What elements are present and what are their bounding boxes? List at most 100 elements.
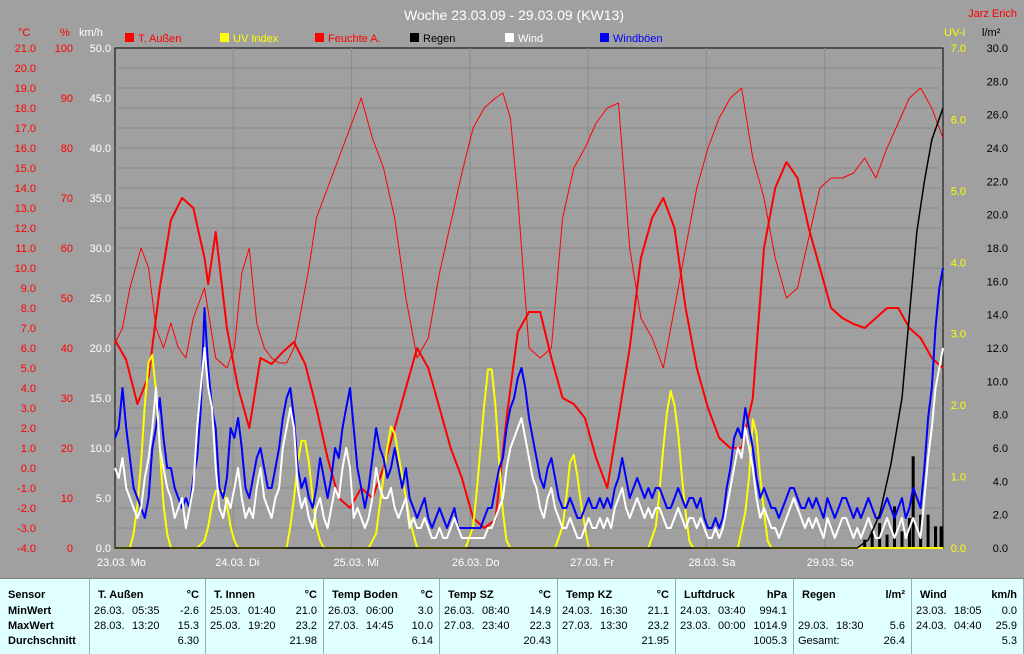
stats-cell: Wind bbox=[920, 589, 947, 601]
axis-tick-humidity: 30 bbox=[61, 393, 73, 405]
axis-tick-rain: 28.0 bbox=[987, 76, 1008, 88]
stats-cell: 21.1 bbox=[647, 605, 669, 617]
legend-swatch bbox=[410, 33, 419, 42]
axis-tick-temp: 6.0 bbox=[21, 343, 36, 355]
axis-tick-humidity: 80 bbox=[61, 143, 73, 155]
legend-label: UV Index bbox=[233, 33, 279, 45]
stats-cell: 04:40 bbox=[954, 620, 982, 632]
rain-bar bbox=[911, 456, 915, 548]
series-line-uv-index bbox=[115, 354, 943, 549]
legend-swatch bbox=[505, 33, 514, 42]
axis-tick-temp: -4.0 bbox=[17, 543, 36, 555]
axis-tick-temp: 9.0 bbox=[21, 283, 36, 295]
stats-cell: 27.03. bbox=[562, 620, 593, 632]
axis-tick-temp: -3.0 bbox=[17, 523, 36, 535]
axis-tick-uv: 3.0 bbox=[951, 329, 966, 341]
axis-tick-uv: 5.0 bbox=[951, 186, 966, 198]
stats-cell: 18:30 bbox=[836, 620, 864, 632]
stats-panel: Luftdruck hPa 24.03. 03:40 994.1 23.03. 00:00 1… bbox=[676, 579, 794, 654]
axis-tick-rain: 10.0 bbox=[987, 376, 1008, 388]
axes: -4.0 -3.0 -2.0 -1.0 0.0 1.0 2.0 3.0 4.0 5.0 6.0 7.0… bbox=[15, 27, 1008, 569]
stats-panel: T. Außen °C 26.03. 05:35 -2.6 28.03. 13:20 15.3… bbox=[90, 579, 206, 654]
x-tick-label: 27.03. Fr bbox=[570, 557, 614, 569]
axis-tick-rain: 12.0 bbox=[987, 343, 1008, 355]
legend-label: Wind bbox=[518, 33, 543, 45]
axis-tick-rain: 30.0 bbox=[987, 43, 1008, 55]
stats-cell: 25.03. bbox=[210, 620, 241, 632]
stats-cell: km/h bbox=[991, 589, 1017, 601]
legend-label: Regen bbox=[423, 33, 455, 45]
axis-unit-rain: l/m² bbox=[982, 27, 1001, 39]
x-tick-label: 23.03. Mo bbox=[97, 557, 146, 569]
axis-tick-uv: 6.0 bbox=[951, 114, 966, 126]
axis-tick-rain: 26.0 bbox=[987, 110, 1008, 122]
x-tick-label: 25.03. Mi bbox=[334, 557, 379, 569]
axis-tick-humidity: 0 bbox=[67, 543, 73, 555]
axis-tick-rain: 4.0 bbox=[993, 476, 1008, 488]
stats-cell: l/m² bbox=[885, 589, 905, 601]
axis-tick-temp: 16.0 bbox=[15, 143, 36, 155]
axis-tick-temp: 8.0 bbox=[21, 303, 36, 315]
x-tick-label: 26.03. Do bbox=[452, 557, 500, 569]
stats-cell: 06:00 bbox=[366, 605, 394, 617]
axis-tick-temp: 19.0 bbox=[15, 83, 36, 95]
stats-cell: -2.6 bbox=[180, 605, 199, 617]
axis-tick-wind: 0.0 bbox=[96, 543, 111, 555]
stats-cell: MinWert bbox=[8, 605, 52, 617]
stats-cell: 0.0 bbox=[1001, 605, 1017, 617]
stats-cell: 13:30 bbox=[600, 620, 628, 632]
stats-cell: 18:05 bbox=[954, 605, 982, 617]
series bbox=[114, 87, 944, 549]
axis-tick-uv: 1.0 bbox=[951, 472, 966, 484]
axis-tick-wind: 35.0 bbox=[90, 193, 111, 205]
rain-bar bbox=[863, 539, 867, 548]
axis-tick-wind: 50.0 bbox=[90, 43, 111, 55]
axis-tick-temp: 7.0 bbox=[21, 323, 36, 335]
stats-panel: Wind km/h 23.03. 18:05 0.0 24.03. 04:40 25.9 5.3 bbox=[912, 579, 1024, 654]
axis-tick-rain: 2.0 bbox=[993, 510, 1008, 522]
legend-swatch bbox=[220, 33, 229, 42]
axis-tick-rain: 0.0 bbox=[993, 543, 1008, 555]
stats-cell: 28.03. bbox=[94, 620, 125, 632]
stats-panel: Temp Boden °C 26.03. 06:00 3.0 27.03. 14:45 10.… bbox=[324, 579, 440, 654]
stats-cell: Durchschnitt bbox=[8, 635, 76, 647]
stats-cell: °C bbox=[304, 589, 317, 601]
axis-tick-uv: 4.0 bbox=[951, 257, 966, 269]
stats-panel: T. Innen °C 25.03. 01:40 21.0 25.03. 19:20 23.2… bbox=[206, 579, 324, 654]
stats-cell: 1014.9 bbox=[753, 620, 787, 632]
axis-tick-rain: 18.0 bbox=[987, 243, 1008, 255]
axis-tick-temp: 5.0 bbox=[21, 363, 36, 375]
axis-tick-humidity: 70 bbox=[61, 193, 73, 205]
rain-bar bbox=[900, 531, 904, 548]
axis-tick-humidity: 90 bbox=[61, 93, 73, 105]
series-line-windböen bbox=[114, 267, 944, 529]
rain-bar bbox=[934, 526, 938, 548]
stats-cell: 27.03. bbox=[328, 620, 359, 632]
legend-swatch bbox=[125, 33, 134, 42]
x-tick-label: 28.03. Sa bbox=[688, 557, 736, 569]
stats-cell: 03:40 bbox=[718, 605, 746, 617]
stats-cell: 21.95 bbox=[641, 635, 669, 647]
axis-tick-temp: 20.0 bbox=[15, 63, 36, 75]
stats-cell: 15.3 bbox=[177, 620, 199, 632]
stats-cell: Sensor bbox=[8, 589, 46, 601]
series-line-wind bbox=[114, 347, 944, 539]
axis-tick-humidity: 50 bbox=[61, 293, 73, 305]
axis-tick-wind: 5.0 bbox=[96, 493, 111, 505]
rain-bar bbox=[885, 534, 889, 548]
stats-cell: 29.03. bbox=[798, 620, 829, 632]
stats-cell: 26.4 bbox=[883, 635, 905, 647]
weather-chart: Woche 23.03.09 - 29.03.09 (KW13) Jarz Er… bbox=[14, 7, 1017, 569]
stats-panel: Sensor MinWert MaxWert Durchschnitt bbox=[0, 579, 90, 654]
axis-tick-temp: 1.0 bbox=[21, 443, 36, 455]
stats-panel: Temp KZ °C 24.03. 16:30 21.1 27.03. 13:30 23.2 2… bbox=[558, 579, 676, 654]
axis-unit-uv: UV-I bbox=[944, 27, 965, 39]
axis-tick-temp: 12.0 bbox=[15, 223, 36, 235]
axis-tick-uv: 2.0 bbox=[951, 400, 966, 412]
axis-tick-temp: 17.0 bbox=[15, 123, 36, 135]
stats-cell: °C bbox=[420, 589, 433, 601]
axis-tick-temp: -2.0 bbox=[17, 503, 36, 515]
stats-cell: 23.2 bbox=[295, 620, 317, 632]
stats-cell: MaxWert bbox=[8, 620, 54, 632]
stats-cell: 5.3 bbox=[1001, 635, 1017, 647]
